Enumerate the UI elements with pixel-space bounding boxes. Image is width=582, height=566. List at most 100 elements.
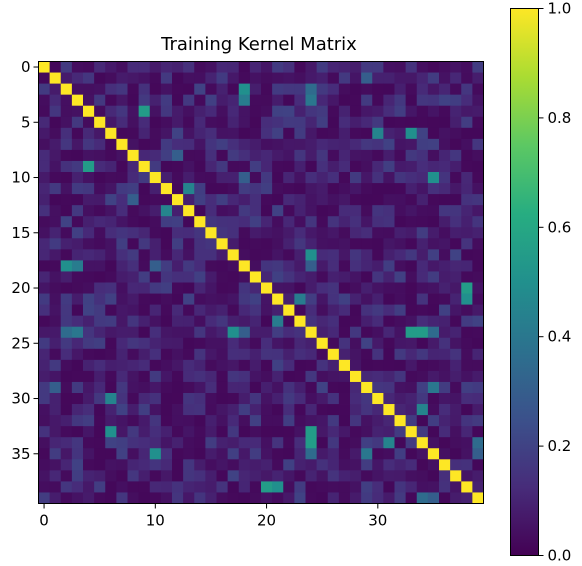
heatmap-cell (127, 127, 140, 140)
heatmap-cell (238, 105, 251, 118)
heatmap-cell (361, 315, 373, 328)
heatmap-cell (60, 172, 73, 184)
heatmap-cell (49, 359, 62, 372)
heatmap-cell (350, 415, 362, 427)
heatmap-cell (160, 293, 173, 305)
heatmap-cell (405, 72, 418, 84)
heatmap-cell (294, 160, 306, 173)
heatmap-cell (383, 359, 395, 372)
heatmap-cell (205, 492, 217, 504)
heatmap-cell (194, 359, 206, 372)
heatmap-cell (316, 481, 329, 493)
heatmap-cell (38, 326, 51, 339)
heatmap-cell (94, 459, 106, 471)
heatmap-cell (116, 160, 128, 173)
heatmap-cell (227, 94, 240, 107)
heatmap-cell (427, 138, 440, 151)
heatmap-cell (405, 83, 418, 96)
heatmap-cell (450, 426, 462, 438)
heatmap-cell (305, 205, 318, 217)
heatmap-cell (172, 216, 184, 228)
heatmap-cell (472, 459, 484, 471)
heatmap-cell (283, 271, 295, 283)
heatmap-cell (461, 448, 473, 460)
heatmap-cell (38, 359, 51, 372)
heatmap-cell (361, 381, 373, 394)
heatmap-cell (116, 205, 128, 217)
heatmap-cell (283, 238, 295, 250)
heatmap-cell (238, 470, 251, 482)
heatmap-cell (450, 72, 462, 84)
heatmap-cell (461, 260, 473, 272)
heatmap-cell (194, 381, 206, 394)
heatmap-cell (350, 481, 362, 493)
colorbar-axis: 0.00.20.40.60.81.0 (538, 0, 571, 565)
heatmap-cell (172, 315, 184, 328)
heatmap-cell (127, 370, 140, 383)
heatmap-cell (383, 116, 395, 129)
heatmap-cell (294, 315, 306, 328)
heatmap-cell (116, 282, 128, 294)
heatmap-cell (405, 205, 418, 217)
heatmap-cell (416, 415, 429, 427)
heatmap-cell (439, 448, 451, 460)
heatmap-cell (405, 492, 418, 504)
heatmap-cell (138, 293, 151, 305)
heatmap-cell (427, 470, 440, 482)
heatmap-cell (316, 381, 329, 394)
heatmap-cell (38, 138, 51, 151)
heatmap-cell (372, 227, 384, 239)
heatmap-cell (394, 326, 407, 339)
heatmap-cell (149, 194, 162, 206)
heatmap-cell (416, 94, 429, 107)
heatmap-cell (439, 260, 451, 272)
heatmap-cell (38, 194, 51, 206)
heatmap-cell (316, 393, 329, 405)
heatmap-cell (427, 492, 440, 504)
heatmap-cell (361, 105, 373, 118)
heatmap-cell (283, 116, 295, 129)
heatmap-cell (416, 282, 429, 294)
heatmap-cell (383, 227, 395, 239)
heatmap-cell (38, 492, 51, 504)
heatmap-cell (383, 304, 395, 317)
heatmap-cell (94, 481, 106, 493)
heatmap-cell (94, 216, 106, 228)
heatmap-cell (405, 282, 418, 294)
heatmap-cell (138, 426, 151, 438)
heatmap-cell (105, 348, 117, 361)
heatmap-cell (172, 348, 184, 361)
heatmap-cell (338, 381, 351, 394)
heatmap-cell (283, 160, 295, 173)
heatmap-cell (38, 260, 51, 272)
heatmap-cell (427, 127, 440, 140)
heatmap-cell (172, 326, 184, 339)
heatmap-cell (194, 459, 206, 471)
heatmap-cell (49, 72, 62, 84)
heatmap-cell (194, 149, 206, 162)
heatmap-cell (105, 337, 117, 350)
heatmap-cell (160, 160, 173, 173)
heatmap-cell (94, 326, 106, 339)
heatmap-cell (205, 149, 217, 162)
heatmap-cell (138, 149, 151, 162)
heatmap-cell (316, 448, 329, 460)
heatmap-cell (160, 271, 173, 283)
heatmap-cell (461, 304, 473, 317)
heatmap-cell (71, 260, 84, 272)
heatmap-cell (472, 271, 484, 283)
heatmap-cell (427, 172, 440, 184)
heatmap-cell (283, 105, 295, 118)
heatmap-cell (283, 448, 295, 460)
heatmap-cell (194, 160, 206, 173)
heatmap-cell (116, 183, 128, 195)
heatmap-cell (472, 72, 484, 84)
heatmap-cell (127, 149, 140, 162)
heatmap-cell (316, 492, 329, 504)
heatmap-cell (38, 293, 51, 305)
heatmap-cell (38, 304, 51, 317)
heatmap-cell (116, 304, 128, 317)
heatmap-cell (227, 72, 240, 84)
heatmap-cell (405, 227, 418, 239)
heatmap-cell (316, 249, 329, 261)
